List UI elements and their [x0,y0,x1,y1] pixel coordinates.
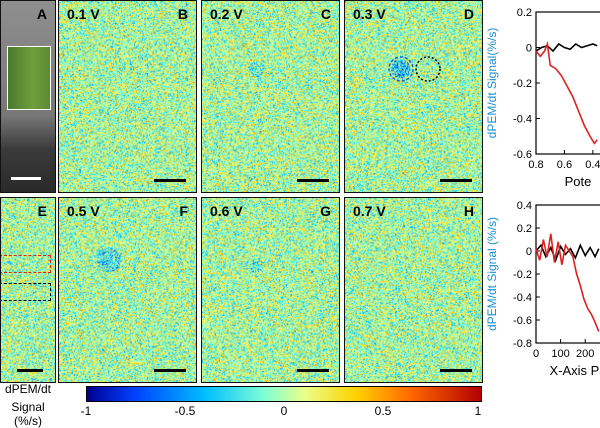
voltage-label: 0.6 V [210,203,243,219]
panel-letter: H [463,203,474,219]
plot-frame [535,204,600,344]
y-axis-label: dPEM/dt Signal(%/s) [486,28,499,139]
panel-letter: E [37,203,47,219]
colorbar-tick: -0.5 [174,404,196,418]
scale-bar [11,177,41,180]
signal-map [59,1,196,192]
potential-line-chart: 0.2 0 -0.2 -0.4 -0.60.8 0.6 0.4 dPEM/dt Signal(… [486,7,600,189]
voltage-label: 0.3 V [353,6,386,22]
y-tick-label: 0.4 [517,200,532,212]
y-tick-label: -0.2 [513,269,532,281]
panel-letter: C [320,6,331,22]
panel-letter: F [179,203,188,219]
roi-circles [388,56,441,82]
probe-tip-inset [7,46,51,110]
panel-a-optical-image: A [0,0,56,193]
x-axis-label: X-Axis Pa [549,363,600,378]
red-line-region [1,255,51,273]
x-tick-label: 0 [533,348,539,360]
y-tick-label: -0.4 [513,292,532,304]
x-tick-label: 0.4 [585,159,600,171]
voltage-label: 0.5 V [67,203,100,219]
colorbar-tick: 1 [474,404,482,418]
colorbar-label-line1: dPEM/dt [4,382,52,396]
panel-letter: G [320,203,331,219]
blue-roi-circle [388,56,414,82]
colorbar [86,386,482,402]
y-tick-label: -0.8 [513,338,532,350]
scale-bar [297,369,329,372]
scale-bar [17,369,43,372]
y-tick-label: -0.4 [513,114,532,126]
signal-map [345,198,482,382]
voltage-label: 0.2 V [210,6,243,22]
x-tick-label: 0.8 [528,159,543,171]
x-tick-label: 100 [551,348,569,360]
series-line-red [535,40,598,145]
scale-bar [440,179,472,182]
y-tick-label: 0.2 [517,7,532,19]
black-line-region [1,283,51,301]
signal-map [59,198,196,382]
scale-bar [440,369,472,372]
y-tick-label: -0.6 [513,315,532,327]
y-tick-label: -0.2 [513,78,532,90]
y-tick-label: -0.6 [513,149,532,161]
x-axis-label: Pote [565,174,592,189]
y-axis-label: dPEM/dt Signal (%/s) [486,217,499,331]
panel-f-map: 0.5 V F [58,197,197,383]
signal-map [345,1,482,192]
panel-h-map: 0.7 V H [344,197,483,383]
colorbar-tick: 0 [280,404,288,418]
black-roi-circle [415,56,441,82]
x-tick-label: 200 [576,348,594,360]
signal-map [1,198,55,382]
panel-letter: A [36,6,47,22]
panel-letter: D [463,6,474,22]
panel-d-map: 0.3 V D [344,0,483,193]
y-tick-label: 0.2 [517,223,532,235]
y-tick-label: 0 [526,43,532,55]
x-tick-label: 0.6 [557,159,572,171]
colorbar-tick: 0.5 [374,404,392,418]
colorbar-tick: -1 [80,404,92,418]
signal-map [202,1,339,192]
series-line-red [535,233,600,332]
panel-c-map: 0.2 V C [201,0,340,193]
plot-frame [535,11,600,155]
voltage-label: 0.1 V [67,6,100,22]
panel-e-map: E [0,197,56,383]
scale-bar [297,179,329,182]
panel-g-map: 0.6 V G [201,197,340,383]
signal-map [202,198,339,382]
colorbar-label-line2: Signal (%/s) [11,400,45,428]
y-tick-label: 0 [526,246,532,258]
panel-b-map: 0.1 V B [58,0,197,193]
voltage-label: 0.7 V [353,203,386,219]
scale-bar [154,179,186,182]
scale-bar [154,369,186,372]
panel-letter: B [177,6,188,22]
